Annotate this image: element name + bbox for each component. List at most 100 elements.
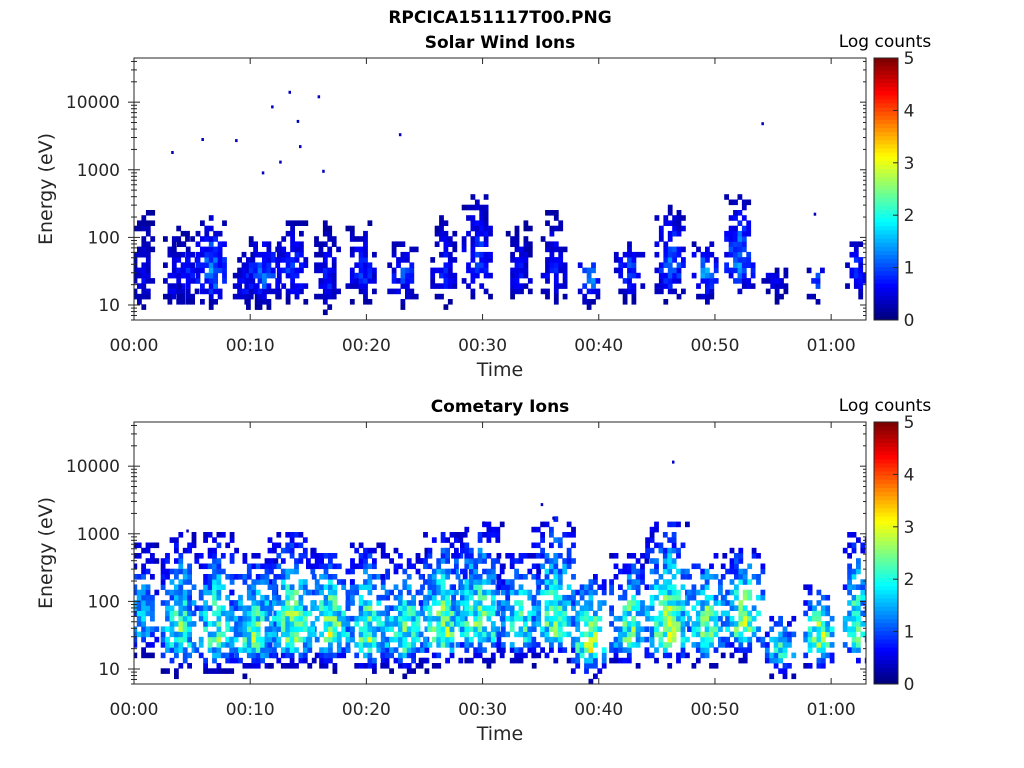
spectrogram-cell bbox=[178, 600, 184, 606]
spectrogram-cell bbox=[486, 574, 492, 580]
spectrogram-cell bbox=[281, 283, 287, 289]
spectrogram-cell bbox=[477, 621, 483, 627]
spectrogram-cell bbox=[856, 610, 861, 617]
spectrogram-cell bbox=[571, 589, 576, 596]
spectrogram-cell bbox=[290, 241, 295, 247]
spectrogram-cell bbox=[695, 631, 701, 638]
spectrogram-cell bbox=[447, 236, 453, 242]
spectrogram-cell bbox=[545, 220, 550, 226]
spectrogram-cell bbox=[477, 631, 483, 638]
spectrogram-cell bbox=[778, 615, 783, 622]
spectrogram-cell bbox=[635, 621, 641, 627]
spectrogram-cell bbox=[696, 283, 701, 289]
spectrogram-cell bbox=[613, 647, 619, 653]
spectrogram-cell bbox=[700, 267, 706, 274]
spectrogram-cell bbox=[654, 657, 659, 664]
spectrogram-cell bbox=[787, 631, 792, 638]
spectrogram-cell bbox=[474, 251, 480, 258]
spectrogram-cell bbox=[204, 262, 210, 268]
spectrogram-cell bbox=[562, 272, 568, 279]
spectrogram-cell bbox=[310, 547, 316, 554]
spectrogram-cell bbox=[251, 636, 257, 643]
spectrogram-cell bbox=[704, 647, 710, 653]
spectrogram-cell bbox=[468, 574, 474, 580]
spectrogram-cell bbox=[253, 241, 258, 247]
spectrogram-cell bbox=[562, 558, 568, 564]
spectrogram-cell bbox=[267, 631, 273, 638]
spectrogram-cell bbox=[747, 563, 753, 570]
spectrogram-cell bbox=[742, 605, 748, 611]
spectrogram-cell bbox=[233, 600, 239, 606]
spectrogram-cell bbox=[345, 568, 351, 575]
spectrogram-cell bbox=[294, 563, 299, 570]
spectrogram-cell bbox=[488, 225, 493, 232]
spectrogram-cell bbox=[354, 663, 360, 669]
spectrogram-cell bbox=[751, 605, 757, 611]
spectrogram-cell bbox=[273, 558, 279, 564]
x-tick-label: 00:20 bbox=[342, 336, 391, 356]
spectrogram-cell bbox=[434, 267, 440, 274]
spectrogram-cell bbox=[260, 652, 265, 659]
spectrogram-cell bbox=[696, 246, 701, 253]
spectrogram-cell bbox=[177, 293, 182, 300]
spectrogram-cell bbox=[584, 657, 589, 664]
spectrogram-cell bbox=[729, 615, 735, 622]
spectrogram-cell bbox=[627, 272, 632, 279]
colorbar-label: Log counts bbox=[839, 396, 932, 416]
spectrogram-cell bbox=[363, 621, 368, 627]
spectrogram-cell bbox=[367, 579, 373, 585]
spectrogram-cell bbox=[645, 610, 650, 617]
spectrogram-cell bbox=[436, 663, 442, 669]
spectrogram-cell bbox=[486, 605, 492, 611]
spectrogram-cell bbox=[816, 647, 822, 653]
spectrogram-cell bbox=[222, 220, 227, 226]
spectrogram-cell bbox=[251, 652, 257, 659]
spectrogram-cell bbox=[734, 553, 739, 559]
spectrogram-cell bbox=[728, 225, 734, 232]
spectrogram-cell bbox=[285, 272, 291, 279]
spectrogram-cell bbox=[141, 636, 146, 643]
spectrogram-cell bbox=[505, 594, 511, 601]
spectrogram-cell bbox=[658, 278, 664, 284]
spectrogram-cell bbox=[774, 293, 780, 300]
spectrogram-cell bbox=[700, 272, 706, 279]
spectrogram-cell bbox=[549, 621, 554, 627]
spectrogram-cell bbox=[464, 594, 470, 601]
spectrogram-cell bbox=[405, 272, 410, 279]
spectrogram-cell bbox=[439, 267, 444, 274]
spectrogram-cell bbox=[262, 278, 267, 284]
spectrogram-cell bbox=[803, 600, 809, 606]
spectrogram-cell bbox=[601, 600, 607, 606]
spectrogram-cell bbox=[363, 626, 368, 632]
spectrogram-cell bbox=[558, 262, 564, 268]
spectrogram-cell bbox=[276, 257, 282, 263]
spectrogram-cell bbox=[445, 621, 450, 627]
spectrogram-cell bbox=[255, 663, 261, 669]
spectrogram-cell bbox=[490, 563, 496, 570]
spectrogram-cell bbox=[523, 642, 528, 648]
spectrogram-cell bbox=[328, 631, 333, 638]
spectrogram-cell bbox=[141, 241, 147, 247]
spectrogram-cell bbox=[720, 600, 726, 606]
spectrogram-cell bbox=[631, 283, 637, 289]
spectrogram-cell bbox=[851, 621, 857, 627]
spectrogram-cell bbox=[354, 283, 360, 289]
spectrogram-cell bbox=[431, 579, 437, 585]
burst-20 bbox=[842, 532, 866, 664]
spectrogram-cell bbox=[451, 600, 456, 606]
spectrogram-cell bbox=[367, 610, 373, 617]
spectrogram-cell bbox=[640, 636, 645, 643]
spectrogram-cell bbox=[141, 615, 146, 622]
spectrogram-cell bbox=[468, 589, 474, 596]
spectrogram-cell bbox=[150, 236, 156, 242]
spectrogram-cell bbox=[626, 657, 632, 664]
spectrogram-cell bbox=[257, 272, 263, 279]
spectrogram-cell bbox=[208, 215, 214, 221]
spectrogram-cell bbox=[741, 225, 747, 232]
colorbar-segment bbox=[874, 254, 898, 260]
spectrogram-cell bbox=[553, 299, 559, 305]
spectrogram-cell bbox=[439, 220, 444, 226]
spectrogram-cell bbox=[176, 288, 182, 295]
spectrogram-cell bbox=[864, 589, 866, 596]
spectrogram-cell bbox=[327, 267, 333, 274]
